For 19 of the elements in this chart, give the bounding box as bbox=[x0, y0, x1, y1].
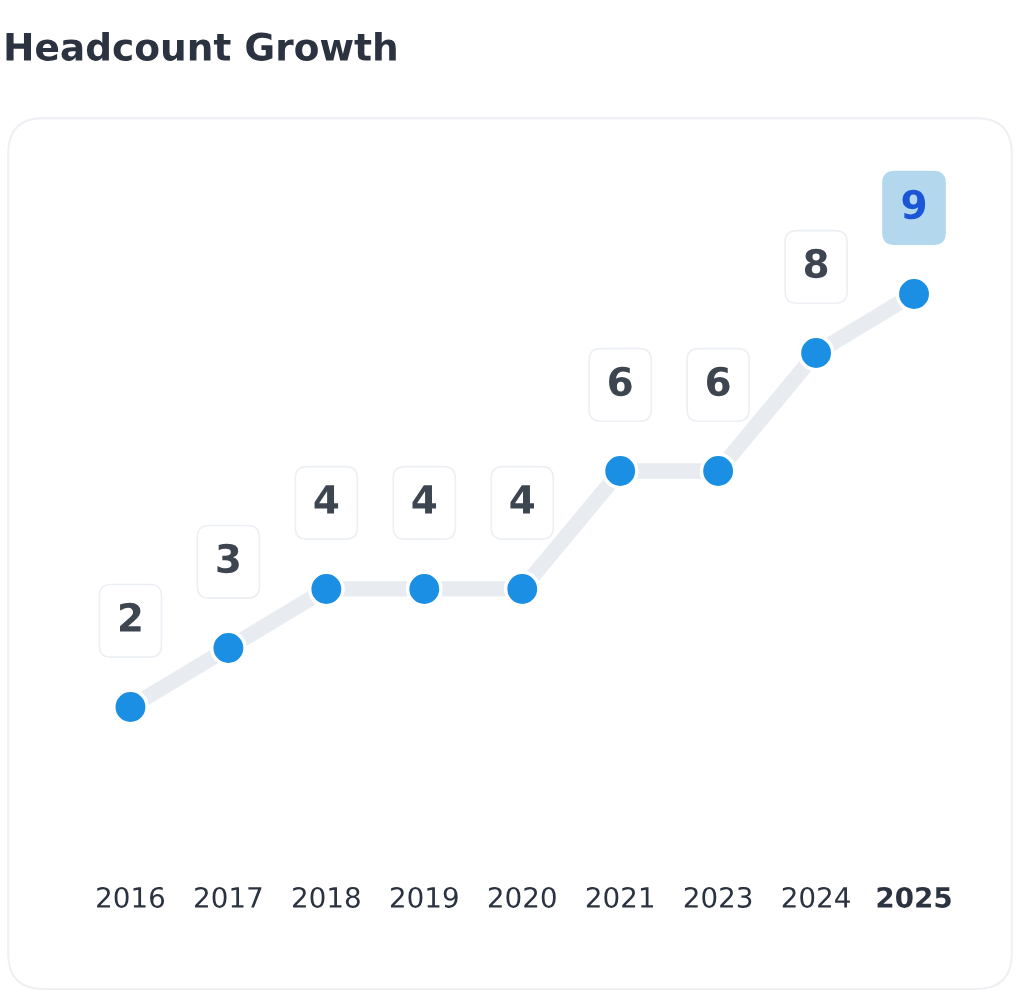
x-tick-label: 2017 bbox=[195, 886, 262, 908]
data-label: 9 bbox=[902, 189, 926, 220]
data-label: 4 bbox=[412, 485, 437, 514]
data-label: 4 bbox=[510, 485, 534, 514]
x-tick-label: 2016 bbox=[97, 886, 165, 908]
data-label: 3 bbox=[217, 543, 239, 574]
data-label: 4 bbox=[314, 485, 339, 514]
x-tick-label: 2021 bbox=[586, 886, 653, 908]
x-tick-label: 2024 bbox=[782, 886, 850, 908]
data-label: 6 bbox=[707, 366, 730, 397]
data-label: 8 bbox=[804, 248, 828, 279]
chart-title: Headcount Growth bbox=[6, 31, 396, 61]
x-tick-label: 2019 bbox=[390, 886, 458, 908]
x-tick-label: 2025 bbox=[877, 886, 951, 908]
x-tick-label: 2018 bbox=[293, 886, 360, 908]
data-label: 6 bbox=[609, 366, 632, 397]
x-tick-label: 2023 bbox=[684, 886, 752, 908]
x-tick-label: 2020 bbox=[488, 886, 556, 908]
data-label: 2 bbox=[119, 602, 141, 632]
